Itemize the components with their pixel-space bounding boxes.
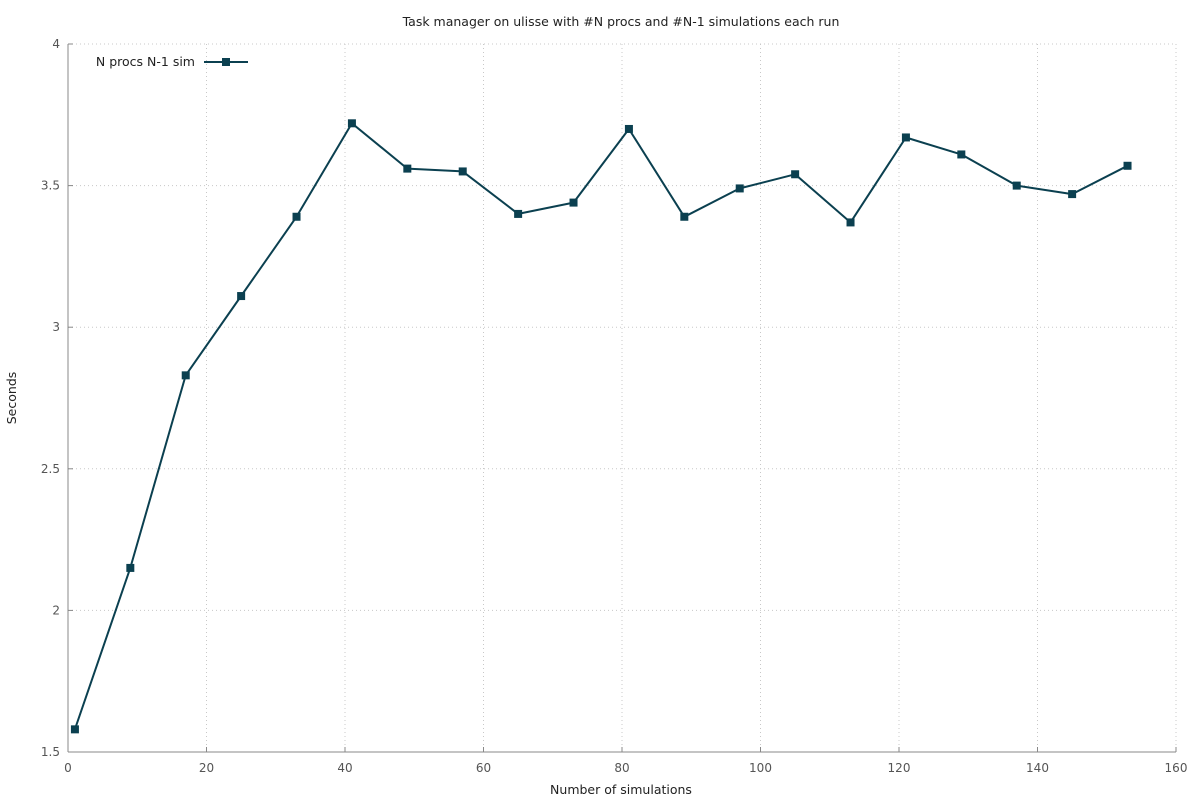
data-point [458, 167, 467, 176]
data-point [514, 209, 523, 218]
grid [68, 43, 1177, 752]
legend-label: N procs N-1 sim [96, 54, 195, 69]
data-point [846, 218, 855, 227]
x-axis-label: Number of simulations [550, 782, 692, 797]
x-tick-label: 100 [749, 761, 772, 775]
x-tick-label: 120 [888, 761, 911, 775]
data-point [901, 133, 910, 142]
data-point [1123, 161, 1132, 170]
legend: N procs N-1 sim [96, 54, 248, 69]
chart-title: Task manager on ulisse with #N procs and… [402, 14, 840, 29]
ticks: 0 20 40 60 80 100 120 140 160 1.5 2 2.5 3 3.5 4 [41, 37, 1188, 775]
data-point [680, 212, 689, 221]
data-point [347, 119, 356, 128]
data-point [957, 150, 966, 159]
data-point [735, 184, 744, 193]
x-tick-label: 80 [614, 761, 629, 775]
x-tick-label: 140 [1026, 761, 1049, 775]
x-tick-label: 60 [476, 761, 491, 775]
y-axis-label: Seconds [4, 372, 19, 425]
y-tick-label: 4 [52, 37, 60, 51]
data-point [569, 198, 578, 207]
x-tick-label: 40 [337, 761, 352, 775]
axes [67, 44, 1176, 753]
data-point [70, 725, 79, 734]
series-layer [70, 119, 1132, 734]
data-point [791, 170, 800, 179]
data-point [1068, 190, 1077, 199]
data-point [1012, 181, 1021, 190]
series-line [73, 122, 1128, 730]
x-tick-label: 160 [1165, 761, 1188, 775]
x-tick-label: 0 [64, 761, 72, 775]
y-tick-label: 1.5 [41, 745, 60, 759]
data-point [624, 124, 633, 133]
data-point [403, 164, 412, 173]
y-tick-label: 3.5 [41, 179, 60, 193]
x-tick-label: 20 [199, 761, 214, 775]
data-point [181, 371, 190, 380]
data-point [237, 292, 246, 301]
data-point [292, 212, 301, 221]
legend-marker [222, 58, 230, 66]
y-tick-label: 2 [52, 603, 60, 617]
y-tick-label: 3 [52, 320, 60, 334]
data-point [126, 563, 135, 572]
y-tick-label: 2.5 [41, 462, 60, 476]
